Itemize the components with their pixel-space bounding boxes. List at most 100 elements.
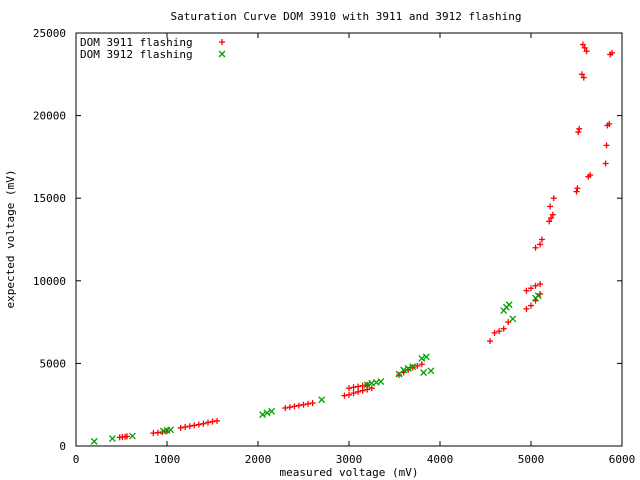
data-point: [603, 142, 610, 149]
y-axis: 0 5000 10000 15000 20000 25000: [33, 27, 622, 453]
x-tick-label: 6000: [609, 453, 636, 466]
data-point: [186, 423, 193, 430]
data-point: [418, 354, 426, 362]
data-point: [574, 185, 581, 192]
data-point: [505, 301, 513, 309]
data-point: [318, 396, 326, 404]
data-point: [509, 315, 517, 323]
data-point: [580, 74, 587, 81]
x-axis-label: measured voltage (mV): [279, 466, 418, 479]
data-point: [578, 71, 585, 78]
data-point: [355, 388, 362, 395]
series-2-points: [90, 292, 542, 445]
y-axis-label: expected voltage (mV): [4, 169, 17, 308]
data-point: [128, 432, 136, 440]
x-axis: 0 1000 2000 3000 4000 5000 6000: [73, 33, 636, 466]
data-point: [608, 49, 615, 56]
data-point: [350, 390, 357, 397]
data-points: [90, 41, 615, 445]
data-point: [400, 366, 408, 374]
data-point: [309, 400, 316, 407]
data-point: [282, 405, 289, 412]
data-point: [263, 409, 271, 417]
data-point: [291, 403, 298, 410]
data-point: [305, 400, 312, 407]
data-point: [487, 338, 494, 345]
data-point: [346, 385, 352, 392]
data-point: [268, 407, 276, 415]
data-point: [123, 433, 130, 440]
data-point: [418, 361, 425, 368]
data-point: [550, 195, 557, 202]
data-point: [414, 362, 421, 369]
data-point: [204, 419, 211, 426]
data-point: [209, 418, 216, 425]
data-point: [579, 41, 586, 48]
x-tick-label: 4000: [427, 453, 454, 466]
data-point: [575, 129, 582, 136]
data-point: [177, 424, 184, 431]
data-point: [359, 382, 366, 389]
y-tick-label: 20000: [33, 110, 66, 123]
data-point: [259, 411, 267, 419]
x-tick-label: 0: [73, 453, 80, 466]
data-point: [286, 404, 293, 411]
y-tick-label: 25000: [33, 27, 66, 40]
data-point: [195, 421, 202, 428]
data-point: [538, 236, 545, 243]
x-tick-label: 3000: [336, 453, 363, 466]
data-point: [532, 244, 539, 251]
data-point: [167, 426, 175, 434]
y-tick-label: 15000: [33, 192, 66, 205]
data-point: [355, 383, 362, 390]
data-point: [350, 384, 357, 391]
y-tick-label: 0: [59, 440, 66, 453]
data-point: [523, 287, 530, 294]
x-tick-label: 1000: [154, 453, 181, 466]
chart-title: Saturation Curve DOM 3910 with 3911 and …: [171, 10, 522, 23]
data-point: [300, 401, 307, 408]
data-point: [377, 378, 385, 386]
data-point: [606, 120, 613, 127]
data-point: [346, 391, 352, 398]
data-point: [200, 420, 207, 427]
data-point: [154, 429, 161, 436]
x-tick-label: 2000: [245, 453, 272, 466]
legend-marker: [219, 39, 225, 45]
data-point: [573, 188, 580, 195]
data-point: [537, 241, 544, 248]
x-tick-label: 5000: [518, 453, 545, 466]
y-tick-label: 10000: [33, 275, 66, 288]
data-point: [548, 215, 555, 222]
data-point: [528, 285, 534, 292]
data-point: [528, 302, 534, 309]
data-point: [549, 211, 556, 218]
data-point: [587, 172, 594, 179]
data-point: [537, 281, 544, 288]
data-point: [546, 218, 553, 225]
data-point: [363, 381, 371, 389]
legend-label: DOM 3912 flashing: [80, 48, 193, 61]
data-point: [341, 392, 348, 399]
series-1-points: [116, 41, 615, 441]
data-point: [422, 353, 430, 361]
data-point: [295, 402, 302, 409]
data-point: [420, 369, 428, 376]
data-point: [404, 364, 412, 372]
data-point: [182, 424, 189, 431]
data-point: [602, 160, 609, 167]
data-point: [496, 328, 503, 335]
data-point: [409, 363, 417, 371]
legend-marker: [218, 50, 226, 58]
data-point: [427, 367, 435, 375]
data-point: [214, 417, 221, 424]
data-point: [491, 329, 498, 336]
data-point: [581, 44, 588, 51]
data-point: [90, 437, 98, 445]
legend-label: DOM 3911 flashing: [80, 36, 193, 49]
data-point: [108, 435, 116, 443]
data-point: [547, 203, 554, 210]
